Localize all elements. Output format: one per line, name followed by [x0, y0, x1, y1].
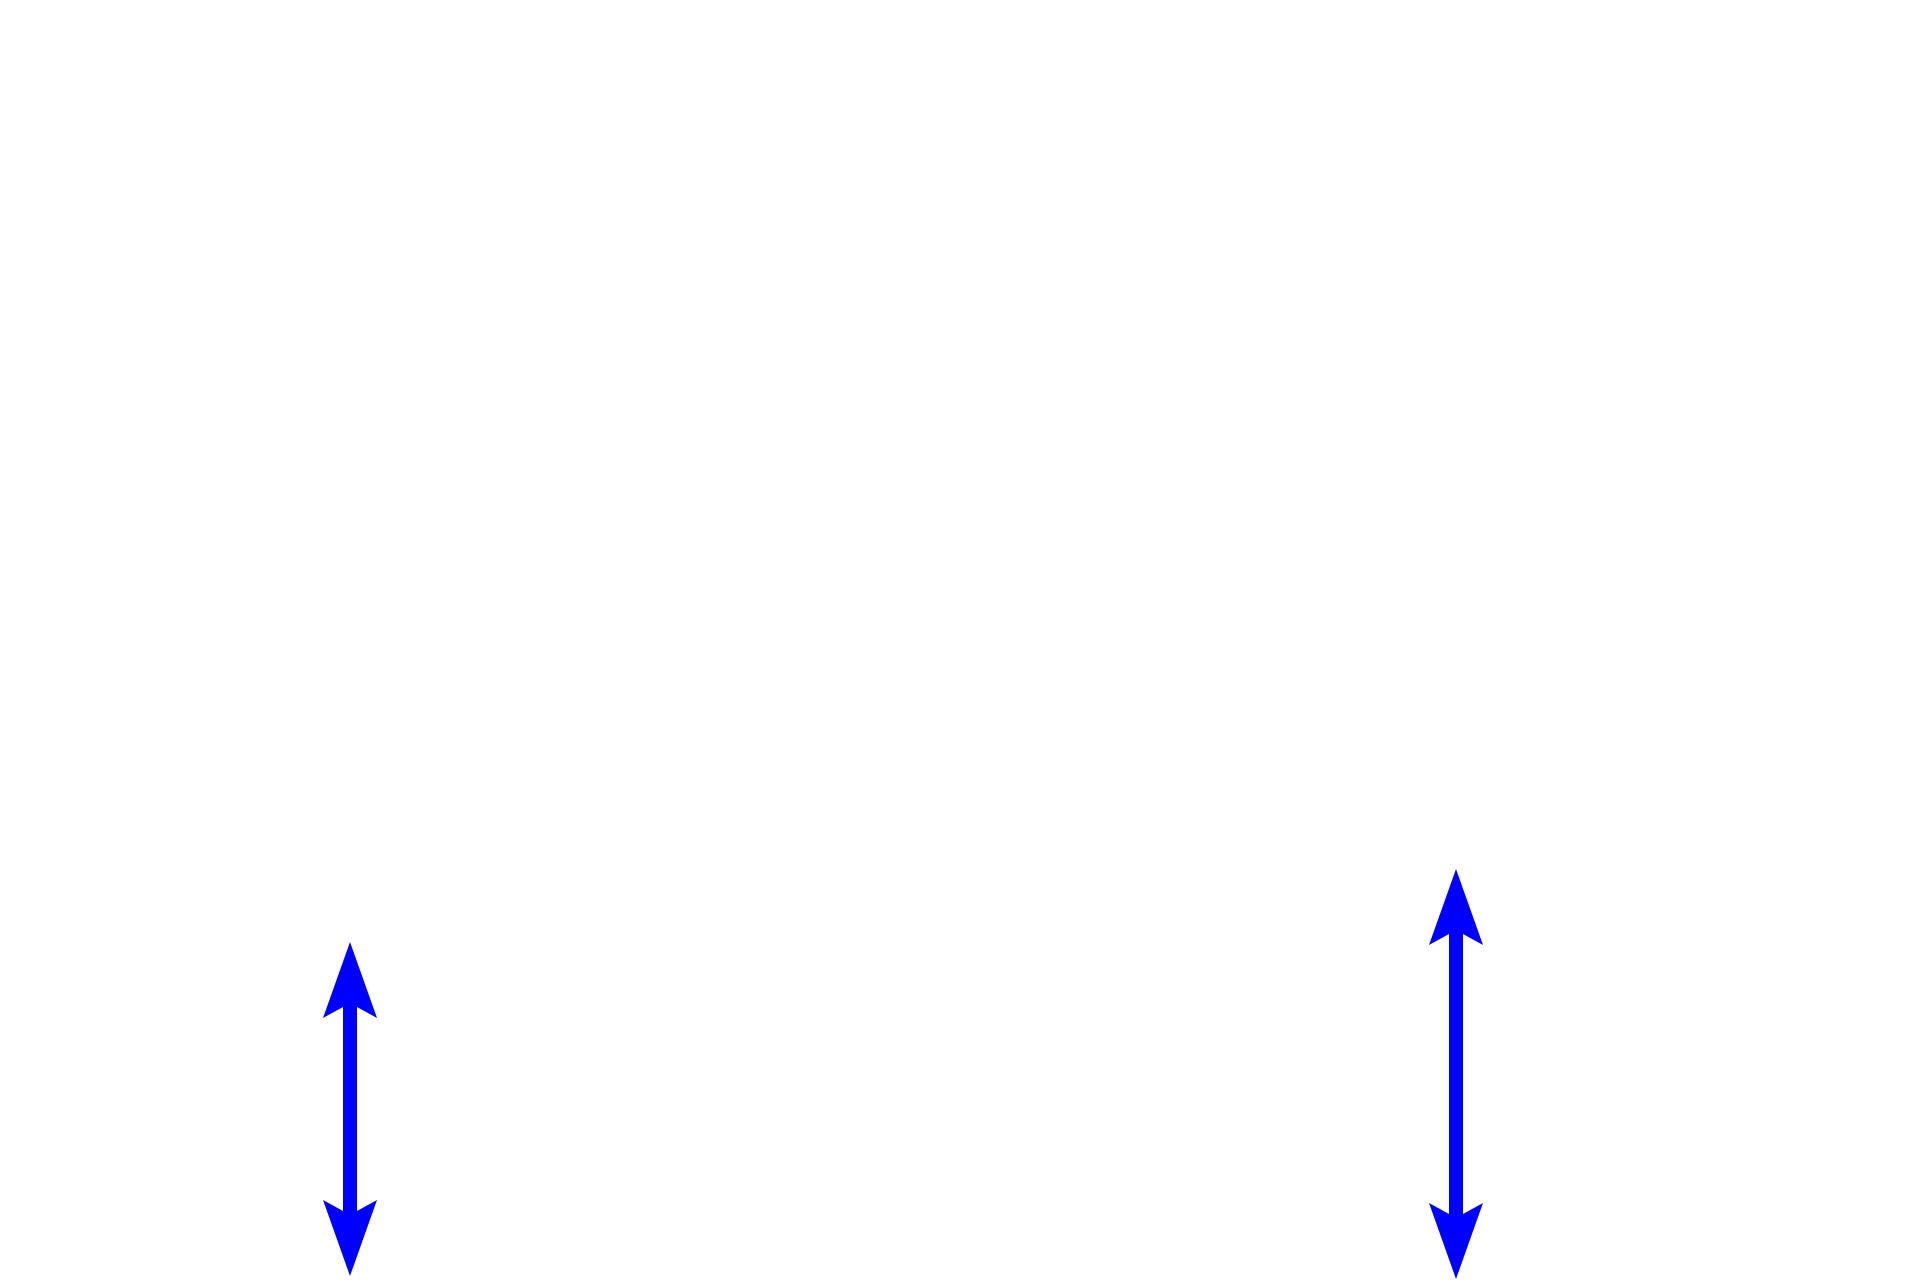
- double-arrow: [323, 942, 377, 1276]
- double-arrow: [1429, 869, 1483, 1279]
